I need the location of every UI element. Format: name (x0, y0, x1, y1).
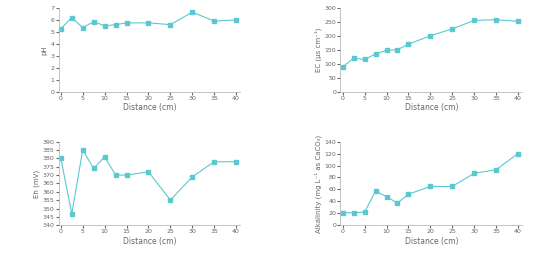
Y-axis label: Alkalinity (mg L⁻¹ as CaCO₃): Alkalinity (mg L⁻¹ as CaCO₃) (314, 134, 322, 232)
X-axis label: Distance (cm): Distance (cm) (405, 237, 458, 246)
Y-axis label: Eh (mV): Eh (mV) (33, 169, 40, 197)
Y-axis label: EC (μs cm⁻¹): EC (μs cm⁻¹) (314, 28, 322, 72)
X-axis label: Distance (cm): Distance (cm) (405, 103, 458, 112)
X-axis label: Distance (cm): Distance (cm) (123, 103, 176, 112)
X-axis label: Distance (cm): Distance (cm) (123, 237, 176, 246)
Y-axis label: pH: pH (42, 45, 47, 55)
